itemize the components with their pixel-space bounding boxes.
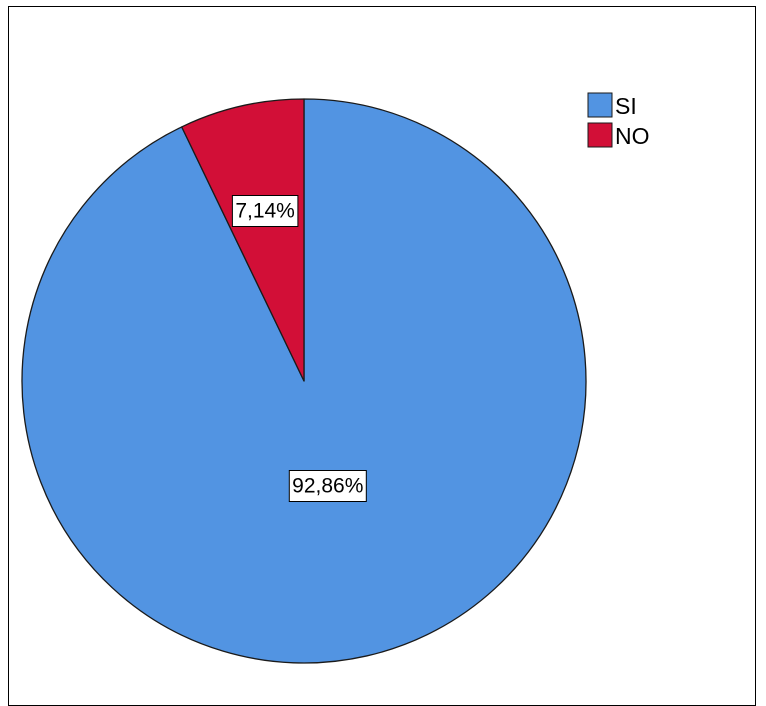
data-label-box: [288, 470, 367, 502]
data-label-no: 7,14%: [231, 195, 299, 227]
data-label-si: 92,86%: [288, 470, 367, 502]
data-label-text: 92,86%: [292, 475, 363, 498]
pie-slice-no: [181, 98, 305, 382]
legend-swatch-no: [587, 122, 613, 148]
legend-item-si: SI: [587, 92, 637, 119]
data-label-text: 7,14%: [235, 200, 295, 223]
legend-item-no: NO: [587, 122, 650, 149]
pie-slice-si: [21, 98, 587, 664]
legend-label-si: SI: [615, 93, 637, 119]
data-label-box: [231, 195, 299, 227]
pie-slices: [21, 98, 587, 664]
pie-chart: 92,86% 7,14% SI NO: [21, 92, 650, 664]
legend-swatch-si: [587, 92, 613, 118]
legend-label-no: NO: [615, 123, 650, 149]
legend: SI NO: [587, 92, 650, 149]
pie-data-labels: 92,86% 7,14%: [231, 195, 367, 502]
